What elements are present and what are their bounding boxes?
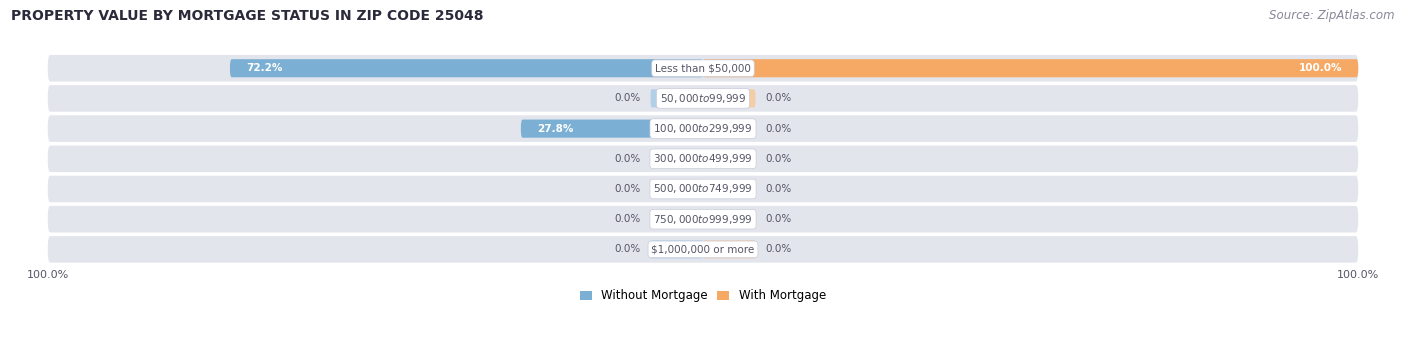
Text: 0.0%: 0.0% [614,214,641,224]
Text: $500,000 to $749,999: $500,000 to $749,999 [654,183,752,196]
Text: 0.0%: 0.0% [614,94,641,103]
Text: 0.0%: 0.0% [765,214,792,224]
Text: 0.0%: 0.0% [765,184,792,194]
Text: 0.0%: 0.0% [765,94,792,103]
FancyBboxPatch shape [651,150,703,168]
FancyBboxPatch shape [703,150,755,168]
Text: 100.0%: 100.0% [1337,270,1379,279]
Text: 0.0%: 0.0% [614,154,641,164]
Legend: Without Mortgage, With Mortgage: Without Mortgage, With Mortgage [581,289,825,302]
FancyBboxPatch shape [703,59,1358,77]
FancyBboxPatch shape [48,85,1358,112]
Text: 0.0%: 0.0% [765,124,792,134]
Text: 0.0%: 0.0% [614,184,641,194]
Text: $300,000 to $499,999: $300,000 to $499,999 [654,152,752,165]
FancyBboxPatch shape [48,146,1358,172]
FancyBboxPatch shape [651,89,703,107]
Text: Source: ZipAtlas.com: Source: ZipAtlas.com [1270,8,1395,21]
Text: PROPERTY VALUE BY MORTGAGE STATUS IN ZIP CODE 25048: PROPERTY VALUE BY MORTGAGE STATUS IN ZIP… [11,8,484,22]
FancyBboxPatch shape [651,180,703,198]
Text: $100,000 to $299,999: $100,000 to $299,999 [654,122,752,135]
FancyBboxPatch shape [651,210,703,228]
Text: 72.2%: 72.2% [246,63,283,73]
FancyBboxPatch shape [703,180,755,198]
FancyBboxPatch shape [703,120,755,138]
FancyBboxPatch shape [703,240,755,258]
FancyBboxPatch shape [651,240,703,258]
Text: Less than $50,000: Less than $50,000 [655,63,751,73]
Text: $750,000 to $999,999: $750,000 to $999,999 [654,213,752,226]
FancyBboxPatch shape [231,59,703,77]
FancyBboxPatch shape [48,176,1358,202]
Text: 27.8%: 27.8% [537,124,574,134]
Text: $1,000,000 or more: $1,000,000 or more [651,244,755,254]
FancyBboxPatch shape [520,120,703,138]
FancyBboxPatch shape [703,89,755,107]
FancyBboxPatch shape [48,55,1358,82]
Text: 100.0%: 100.0% [1298,63,1341,73]
Text: $50,000 to $99,999: $50,000 to $99,999 [659,92,747,105]
Text: 0.0%: 0.0% [614,244,641,254]
Text: 100.0%: 100.0% [27,270,69,279]
FancyBboxPatch shape [48,206,1358,233]
FancyBboxPatch shape [48,115,1358,142]
FancyBboxPatch shape [48,236,1358,263]
FancyBboxPatch shape [703,210,755,228]
Text: 0.0%: 0.0% [765,244,792,254]
Text: 0.0%: 0.0% [765,154,792,164]
